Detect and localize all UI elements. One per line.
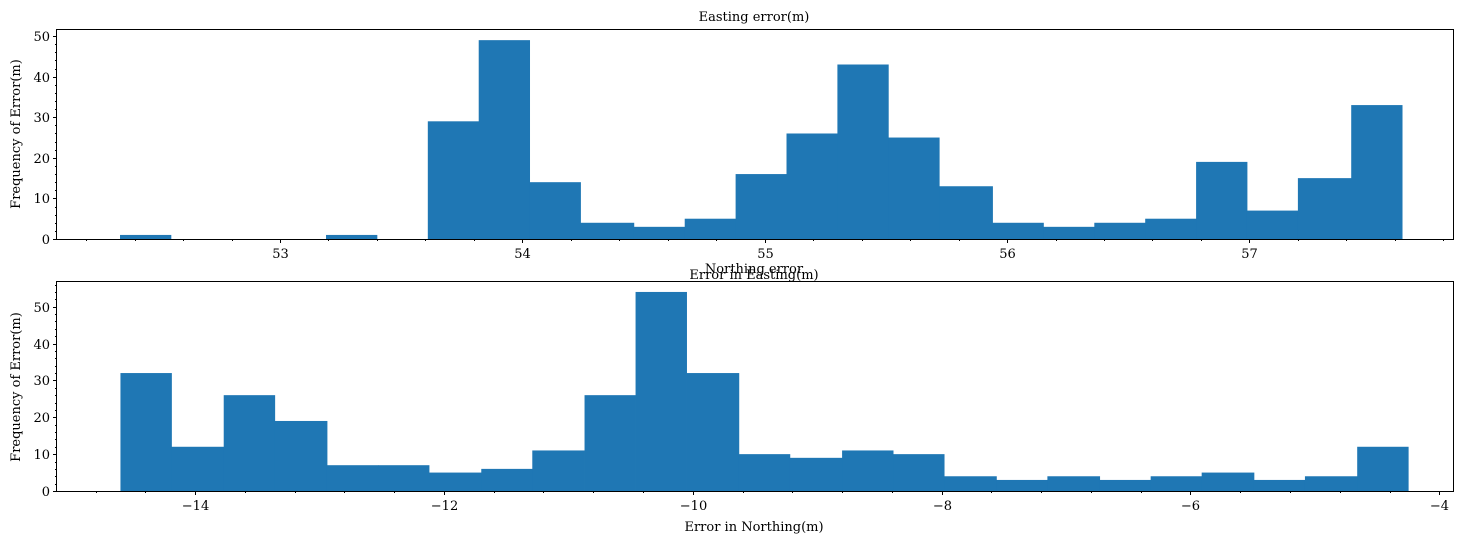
- easting-bar: [479, 40, 530, 239]
- northing-x-tick-label: −6: [1181, 499, 1200, 514]
- easting-x-tick-label: 55: [757, 247, 774, 262]
- easting-bar: [326, 235, 377, 239]
- northing-bar: [893, 454, 944, 491]
- northing-bar: [842, 450, 893, 491]
- easting-bar: [888, 138, 939, 239]
- northing-bar: [171, 447, 224, 491]
- northing-bar: [1100, 480, 1151, 491]
- easting-bar: [428, 121, 479, 239]
- easting-y-tick-label: 40: [33, 71, 50, 86]
- northing-bar: [636, 292, 687, 491]
- northing-x-ticks: −14 −12 −10 −8 −6 −4: [97, 491, 1450, 514]
- northing-y-tick-label: 20: [33, 411, 50, 426]
- northing-bar: [327, 465, 378, 491]
- easting-bar: [1196, 162, 1247, 239]
- northing-bar: [585, 395, 636, 491]
- northing-bar: [1305, 476, 1358, 491]
- northing-bar: [275, 421, 328, 491]
- northing-y-tick-label: 30: [33, 374, 50, 389]
- easting-y-tick-label: 20: [33, 152, 50, 167]
- northing-bar: [224, 395, 275, 491]
- easting-bar: [1145, 219, 1196, 239]
- easting-y-tick-label: 50: [33, 30, 50, 45]
- northing-x-axis-label: Error in Northing(m): [684, 520, 823, 535]
- northing-bar: [532, 450, 585, 491]
- easting-y-tick-label: 0: [42, 233, 50, 248]
- easting-bar: [837, 65, 888, 240]
- northing-x-tick-label: −10: [680, 499, 707, 514]
- northing-bar: [429, 473, 482, 491]
- northing-bar: [1357, 447, 1408, 491]
- northing-bar: [944, 476, 997, 491]
- northing-x-tick-label: −8: [933, 499, 952, 514]
- easting-bar: [939, 186, 993, 239]
- easting-x-tick-label: 54: [514, 247, 531, 262]
- northing-bar: [120, 373, 171, 491]
- northing-y-tick-label: 0: [42, 485, 50, 500]
- northing-x-tick-label: −4: [1430, 499, 1449, 514]
- northing-x-tick-label: −12: [431, 499, 458, 514]
- easting-bar: [1094, 223, 1145, 239]
- northing-bar: [1047, 476, 1100, 491]
- northing-bar: [378, 465, 429, 491]
- northing-bar: [739, 454, 790, 491]
- easting-y-tick-label: 10: [33, 192, 50, 207]
- northing-bar: [1202, 473, 1255, 491]
- easting-bar: [736, 174, 787, 239]
- easting-bar: [1043, 227, 1094, 239]
- easting-bar: [120, 235, 171, 239]
- easting-bar: [1298, 178, 1352, 239]
- northing-bar: [1151, 476, 1202, 491]
- easting-bar: [685, 219, 736, 239]
- northing-x-tick-label: −14: [182, 499, 209, 514]
- northing-y-tick-label: 10: [33, 448, 50, 463]
- northing-chart-title: Northing error: [705, 262, 804, 277]
- easting-bars: [120, 40, 1403, 239]
- easting-bar: [634, 227, 685, 239]
- easting-bar: [993, 223, 1044, 239]
- easting-y-ticks: 0 10 20 30 40 50: [33, 30, 57, 248]
- easting-bar: [1351, 105, 1402, 239]
- northing-y-axis-label: Frequency of Error(m): [9, 312, 24, 462]
- easting-y-axis-label: Frequency of Error(m): [9, 59, 24, 209]
- northing-bar: [481, 469, 532, 491]
- easting-x-ticks: 53 54 55 56 57: [87, 239, 1444, 262]
- easting-bar: [787, 133, 838, 239]
- easting-x-tick-label: 57: [1241, 247, 1258, 262]
- northing-y-tick-label: 50: [33, 301, 50, 316]
- northing-y-tick-label: 40: [33, 338, 50, 353]
- easting-bar: [530, 182, 581, 239]
- easting-x-tick-label: 53: [272, 247, 289, 262]
- easting-bar: [581, 223, 635, 239]
- northing-bar: [1254, 480, 1305, 491]
- northing-bar: [996, 480, 1047, 491]
- easting-bar: [1247, 211, 1298, 239]
- northing-y-ticks: 0 10 20 30 40 50: [33, 286, 57, 501]
- easting-y-tick-label: 30: [33, 111, 50, 126]
- northing-bar: [687, 373, 740, 491]
- northing-histogram-axes: Northing error 0 10 20 30 40 50 −14 −12 −10 −8 −6…: [9, 262, 1454, 535]
- easting-x-tick-label: 56: [999, 247, 1016, 262]
- northing-bars: [120, 292, 1408, 491]
- easting-chart-title: Easting error(m): [699, 10, 810, 25]
- northing-bar: [790, 458, 843, 491]
